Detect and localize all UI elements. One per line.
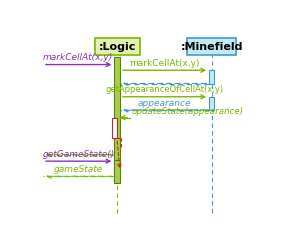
Text: getAppearanceOfCellAt(x,y): getAppearanceOfCellAt(x,y) (106, 86, 224, 94)
Bar (187, 38, 236, 55)
Text: markCellAt(x,y): markCellAt(x,y) (129, 59, 200, 68)
Bar (209, 70, 214, 83)
Text: getGameState(): getGameState() (43, 150, 115, 159)
Bar (114, 160, 120, 183)
Text: :Minefield: :Minefield (180, 42, 243, 52)
Bar (95, 38, 140, 55)
Bar (209, 97, 214, 110)
Text: markCellAt(x,y): markCellAt(x,y) (43, 53, 113, 62)
Bar (114, 57, 120, 173)
Bar (112, 118, 117, 138)
Text: gameState: gameState (54, 165, 103, 174)
Text: appearance: appearance (138, 99, 191, 108)
Text: updateState(appearance): updateState(appearance) (131, 107, 243, 116)
Text: :Logic: :Logic (99, 42, 136, 52)
